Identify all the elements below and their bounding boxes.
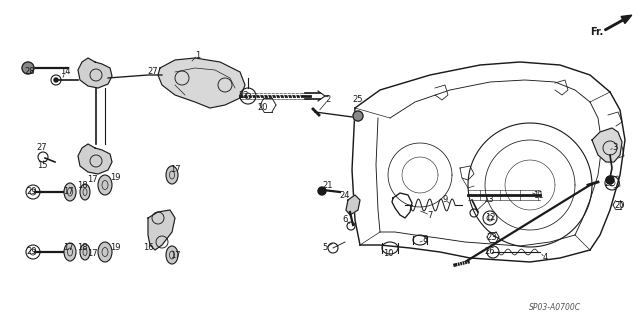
Text: 17: 17	[170, 166, 180, 174]
Text: 18: 18	[77, 182, 87, 190]
Polygon shape	[78, 58, 112, 88]
Text: 20: 20	[615, 201, 625, 210]
Polygon shape	[346, 195, 360, 215]
Text: 2: 2	[325, 95, 331, 105]
Text: 10: 10	[383, 249, 393, 257]
Circle shape	[353, 111, 363, 121]
Text: 23: 23	[486, 233, 497, 241]
Ellipse shape	[80, 184, 90, 200]
Text: 19: 19	[109, 243, 120, 253]
Text: 22: 22	[605, 179, 615, 188]
Polygon shape	[158, 58, 245, 108]
Text: 15: 15	[36, 160, 47, 169]
Polygon shape	[592, 128, 622, 162]
Text: 28: 28	[25, 68, 35, 77]
Text: 11: 11	[532, 190, 543, 199]
Circle shape	[318, 187, 326, 195]
Circle shape	[22, 62, 34, 74]
Ellipse shape	[98, 175, 112, 195]
Circle shape	[54, 78, 58, 82]
Text: 22: 22	[239, 91, 249, 100]
Text: 6: 6	[342, 216, 348, 225]
Text: 7: 7	[428, 211, 433, 219]
Text: 17: 17	[86, 249, 97, 257]
Text: 17: 17	[170, 250, 180, 259]
Text: SP03-A0700C: SP03-A0700C	[529, 303, 581, 313]
Circle shape	[606, 176, 614, 184]
Text: 29: 29	[27, 248, 37, 256]
Text: 24: 24	[340, 190, 350, 199]
Polygon shape	[148, 210, 175, 250]
Text: 4: 4	[542, 254, 548, 263]
Text: 26: 26	[484, 248, 495, 256]
Text: 25: 25	[353, 95, 364, 105]
Text: 18: 18	[77, 242, 87, 251]
Ellipse shape	[166, 166, 178, 184]
Text: 3: 3	[612, 144, 618, 152]
FancyArrow shape	[605, 15, 632, 31]
Text: 16: 16	[143, 243, 154, 253]
Ellipse shape	[64, 243, 76, 261]
Text: 9: 9	[442, 196, 447, 204]
Text: 21: 21	[323, 181, 333, 189]
Text: 27: 27	[36, 144, 47, 152]
Text: 27: 27	[148, 68, 158, 77]
Text: 12: 12	[484, 213, 495, 222]
Text: Fr.: Fr.	[589, 27, 603, 37]
Text: 8: 8	[422, 235, 428, 244]
Text: 17: 17	[63, 243, 74, 253]
Text: 17: 17	[63, 188, 74, 197]
Text: 13: 13	[483, 196, 493, 204]
Text: 5: 5	[323, 243, 328, 253]
Polygon shape	[78, 144, 112, 174]
Text: 17: 17	[86, 175, 97, 184]
Text: 20: 20	[258, 103, 268, 113]
Text: 1: 1	[195, 50, 200, 60]
Text: 19: 19	[109, 174, 120, 182]
Ellipse shape	[80, 244, 90, 260]
Ellipse shape	[64, 183, 76, 201]
Text: 29: 29	[27, 188, 37, 197]
Text: 14: 14	[60, 68, 70, 77]
Ellipse shape	[166, 246, 178, 264]
Ellipse shape	[98, 242, 112, 262]
